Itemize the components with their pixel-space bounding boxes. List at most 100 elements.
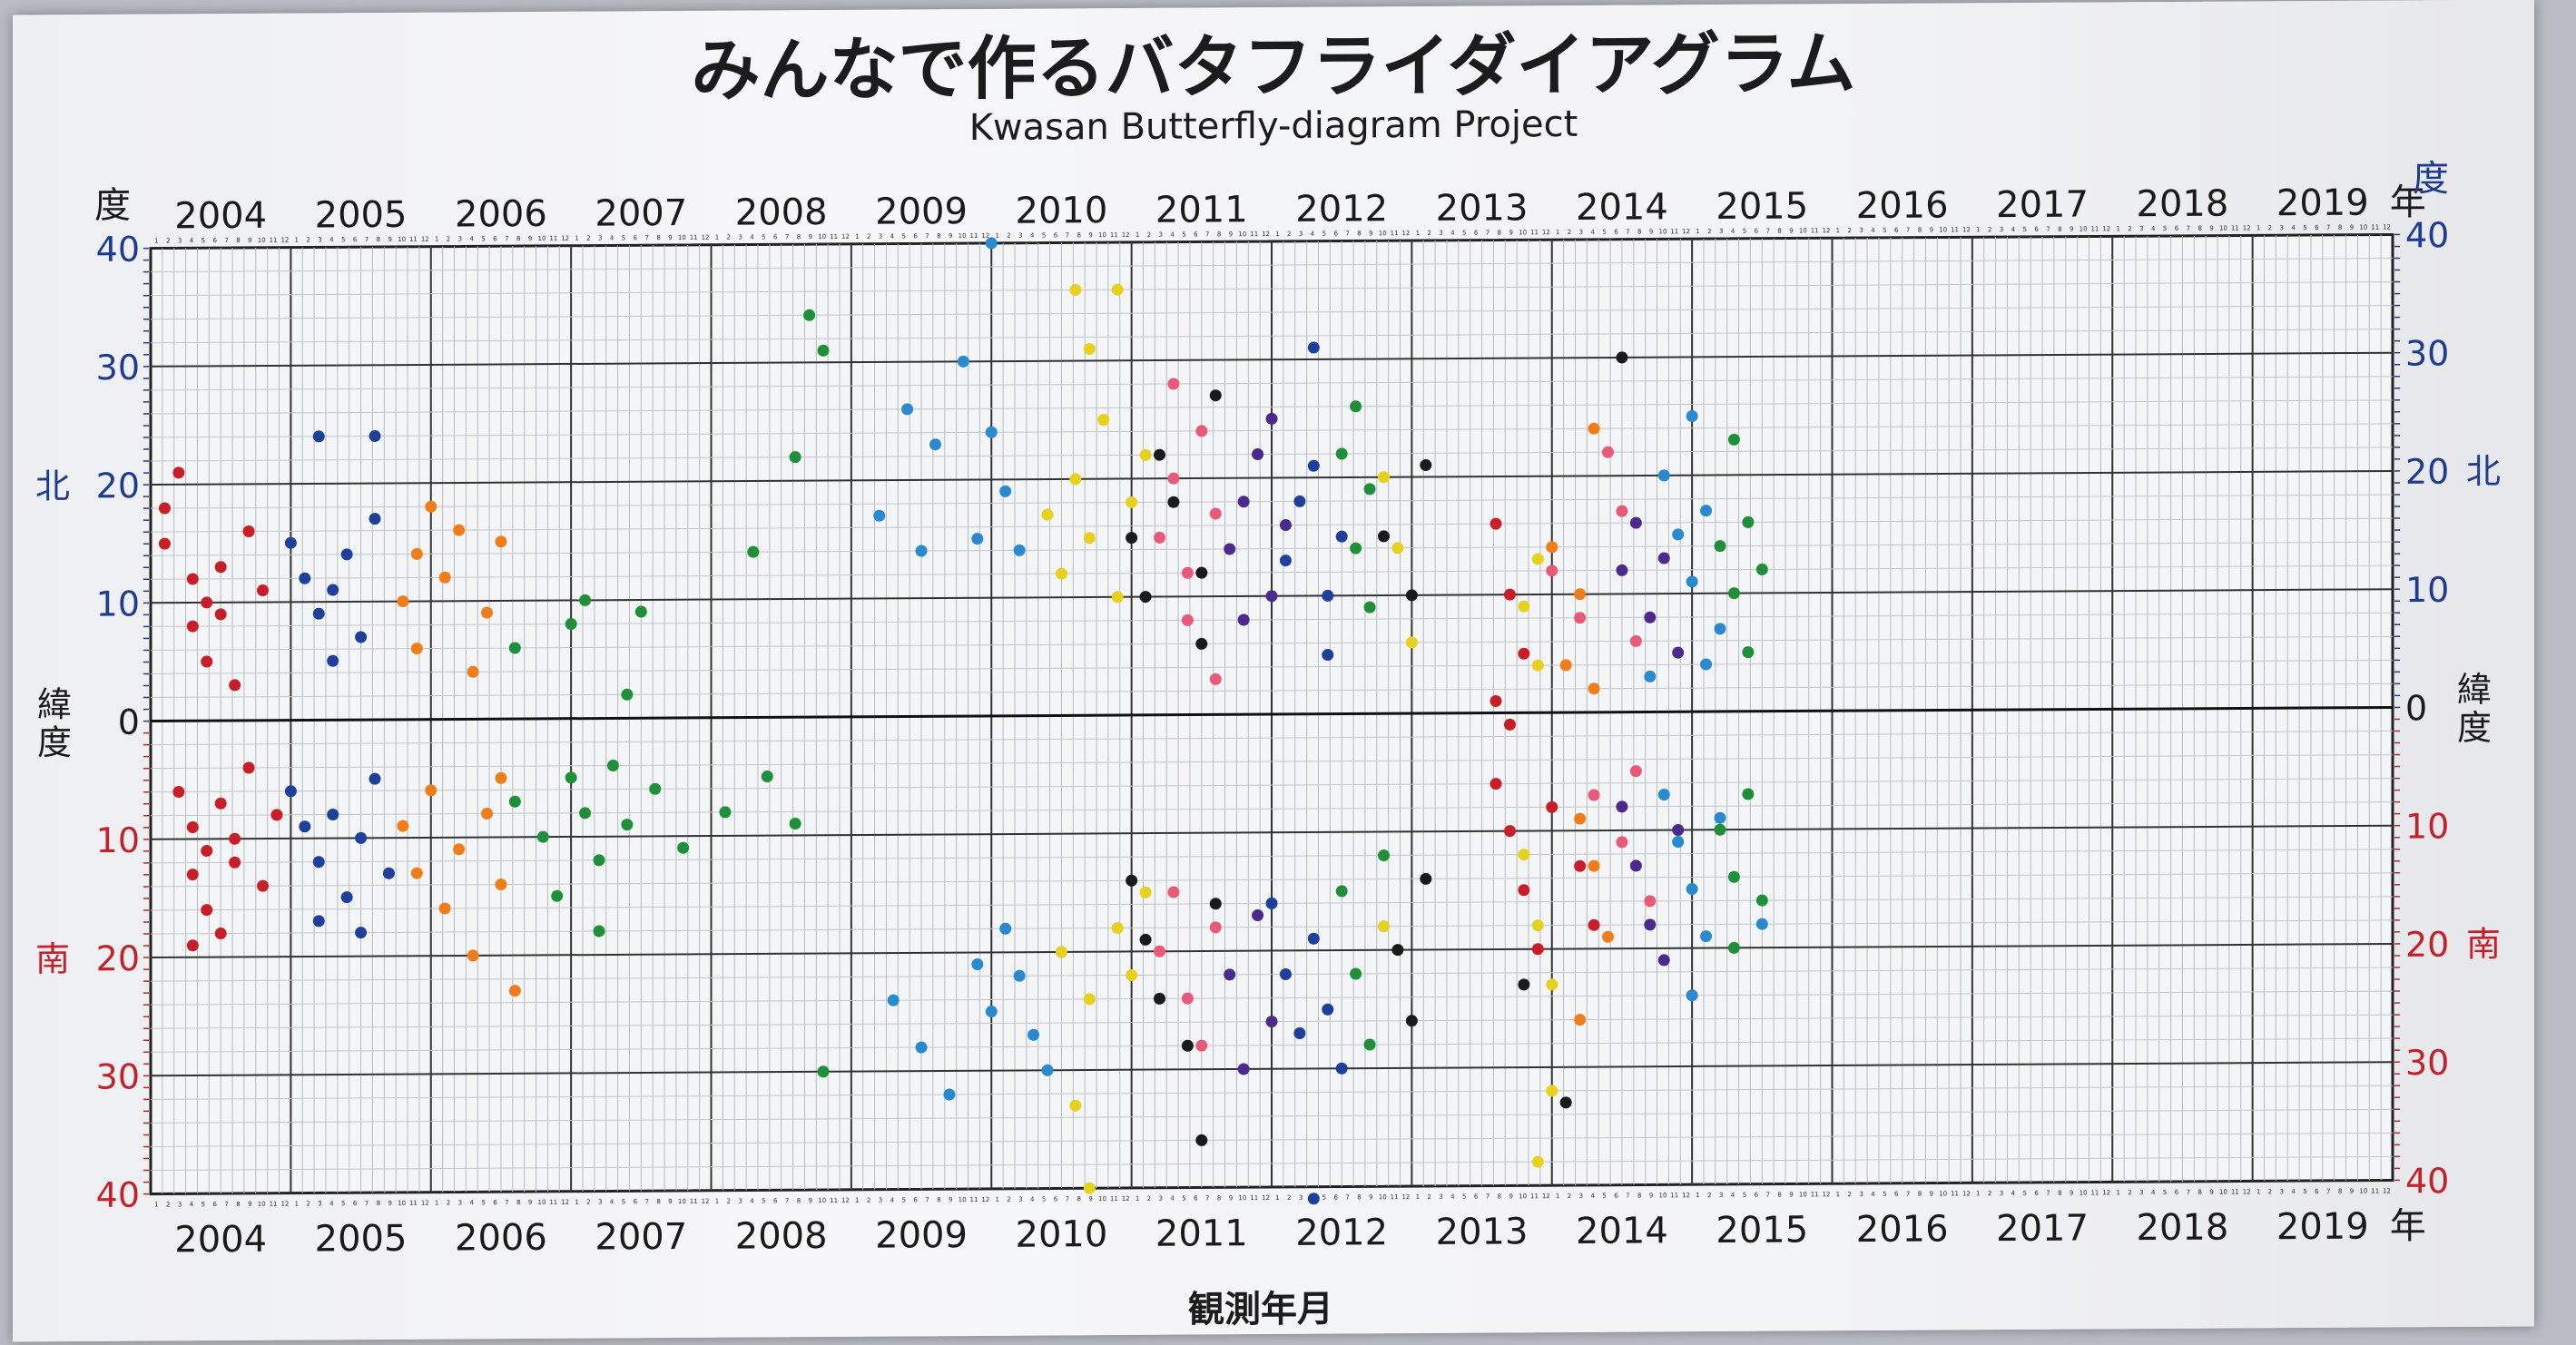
month-tick-label: 6 — [1474, 1193, 1479, 1201]
sunspot-point-green — [1335, 447, 1348, 460]
sunspot-point-red — [1490, 778, 1502, 790]
sunspot-point-lightblue — [1657, 789, 1670, 801]
month-tick-label: 2 — [447, 236, 450, 243]
sunspot-point-green — [761, 771, 773, 783]
month-tick-label: 5 — [762, 233, 765, 241]
sunspot-point-orange — [453, 843, 466, 856]
sunspot-point-lightblue — [1686, 410, 1698, 423]
month-tick-label: 7 — [505, 1199, 508, 1206]
month-tick-label: 2 — [2268, 224, 2272, 231]
sunspot-point-pink — [1629, 765, 1642, 778]
month-tick-label: 7 — [2326, 224, 2330, 231]
month-tick-label: 4 — [329, 236, 334, 243]
month-tick-label: 2 — [447, 1200, 450, 1207]
sunspot-point-red — [229, 856, 241, 869]
sunspot-point-lightblue — [1755, 918, 1768, 930]
sunspot-point-yellow — [1083, 532, 1096, 545]
sunspot-point-orange — [495, 771, 507, 784]
month-tick-label: 9 — [2070, 226, 2073, 233]
month-tick-label: 9 — [2209, 1189, 2213, 1196]
month-tick-label: 7 — [224, 237, 228, 244]
sunspot-point-pink — [1588, 789, 1600, 801]
sunspot-point-orange — [410, 643, 423, 655]
year-tick-label-top: 2009 — [875, 191, 968, 233]
sunspot-point-orange — [1588, 682, 1600, 695]
month-tick-label: 5 — [1042, 232, 1046, 240]
month-tick-label: 7 — [1766, 228, 1770, 235]
month-tick-label: 5 — [202, 1201, 205, 1208]
month-tick-label: 4 — [2011, 1190, 2016, 1197]
year-tick-label-bottom: 2012 — [1295, 1212, 1388, 1254]
north-latitude-tick-left: 10 — [96, 584, 140, 623]
month-tick-label: 11 — [1670, 1192, 1678, 1199]
month-tick-label: 9 — [809, 233, 812, 241]
sunspot-point-red — [1503, 718, 1516, 731]
month-tick-label: 6 — [773, 1197, 778, 1204]
month-tick-label: 3 — [2139, 1189, 2143, 1196]
sunspot-point-lightblue — [1686, 575, 1698, 588]
sunspot-point-purple — [1629, 516, 1642, 529]
month-tick-label: 8 — [1077, 231, 1081, 239]
month-tick-label: 12 — [981, 1196, 989, 1203]
month-tick-label: 3 — [178, 1201, 182, 1208]
south-latitude-tick-left: 30 — [96, 1056, 140, 1096]
sunspot-point-pink — [1209, 672, 1222, 685]
latitude-gridline — [151, 399, 2393, 415]
latitude-gridline — [151, 541, 2393, 556]
sunspot-point-green — [565, 618, 577, 631]
month-tick-label: 1 — [1275, 1194, 1279, 1202]
sunspot-point-green — [1755, 563, 1768, 575]
month-tick-label: 1 — [995, 232, 998, 240]
sunspot-point-purple — [1237, 496, 1250, 508]
sunspot-point-pink — [1195, 1039, 1208, 1052]
month-tick-label: 8 — [377, 1200, 380, 1207]
sunspot-point-black — [1154, 448, 1165, 461]
month-tick-label: 6 — [353, 236, 358, 243]
month-tick-label: 4 — [750, 233, 754, 241]
sunspot-point-red — [1546, 800, 1558, 813]
month-tick-label: 6 — [213, 237, 218, 244]
month-tick-label: 2 — [867, 1197, 870, 1204]
sunspot-point-orange — [1602, 930, 1614, 943]
year-tick-label-bottom: 2005 — [315, 1218, 408, 1261]
month-tick-label: 3 — [738, 1198, 742, 1205]
sunspot-point-lightblue — [1700, 505, 1713, 517]
sunspot-point-red — [229, 679, 241, 692]
sunspot-point-yellow — [1126, 969, 1138, 982]
north-latitude-tick-right: 20 — [2405, 452, 2449, 492]
month-tick-label: 10 — [1238, 231, 1246, 238]
sunspot-point-red — [229, 832, 241, 845]
month-tick-label: 3 — [1299, 231, 1303, 238]
month-tick-label: 10 — [1098, 231, 1106, 239]
sunspot-point-black — [1405, 589, 1418, 602]
month-tick-label: 1 — [435, 236, 438, 243]
sunspot-point-blue — [327, 584, 339, 596]
year-tick-label-top: 2013 — [1436, 187, 1529, 230]
month-tick-label: 10 — [2219, 1189, 2227, 1196]
month-tick-label: 7 — [224, 1201, 228, 1208]
latitude-gridline — [151, 990, 2393, 1006]
sunspot-point-yellow — [1531, 553, 1544, 565]
month-tick-label: 8 — [2198, 1189, 2202, 1196]
sunspot-point-yellow — [1111, 591, 1124, 604]
month-tick-label: 8 — [1357, 230, 1361, 237]
sunspot-point-black — [1209, 389, 1222, 402]
month-tick-label: 10 — [2079, 226, 2088, 233]
south-latitude-tick-right: 30 — [2405, 1043, 2449, 1083]
sunspot-point-lightblue — [915, 1041, 928, 1054]
month-tick-label: 4 — [610, 234, 615, 241]
month-tick-label: 5 — [2163, 225, 2167, 232]
month-tick-label: 2 — [2128, 225, 2131, 232]
sunspot-point-purple — [1616, 800, 1628, 813]
sunspot-point-blue — [312, 856, 325, 869]
south-latitude-tick-right: 40 — [2405, 1161, 2449, 1201]
month-tick-label: 5 — [341, 236, 345, 243]
month-tick-label: 2 — [586, 1199, 590, 1206]
month-tick-label: 1 — [1976, 1190, 1980, 1197]
month-tick-label: 11 — [1811, 1191, 1819, 1198]
month-tick-label: 5 — [1462, 1193, 1466, 1201]
month-tick-label: 11 — [409, 236, 418, 243]
sunspot-point-green — [1742, 788, 1755, 800]
month-tick-label: 3 — [1859, 1191, 1863, 1198]
month-tick-label: 2 — [867, 233, 870, 241]
